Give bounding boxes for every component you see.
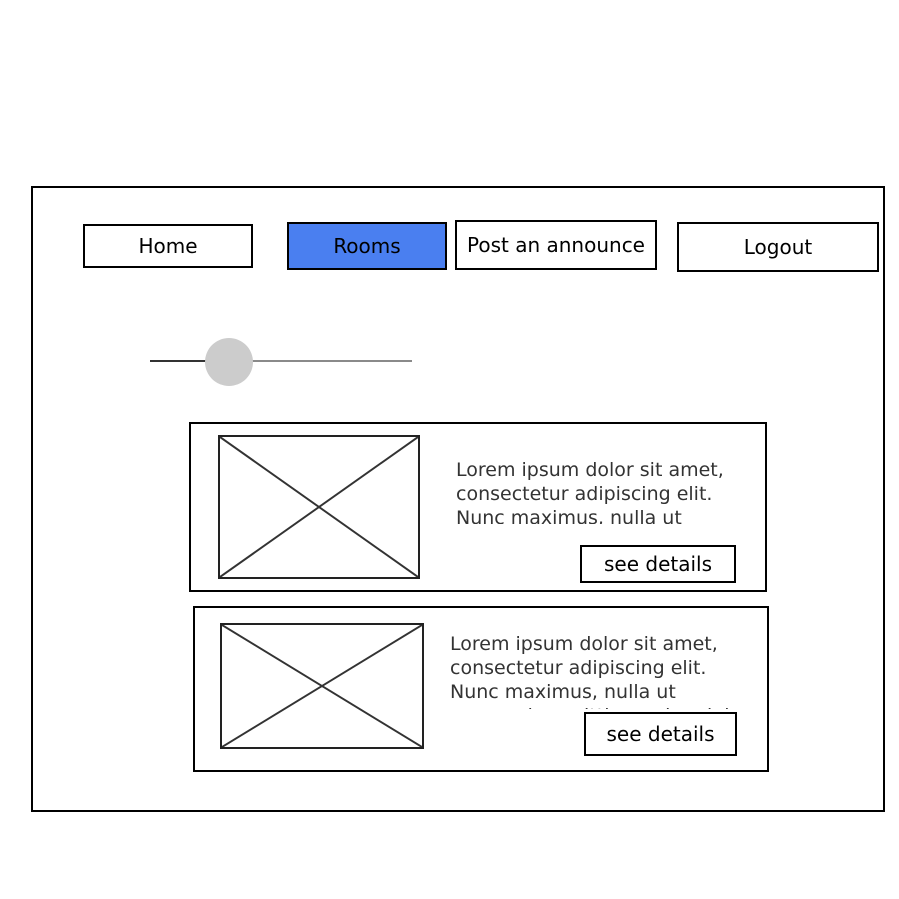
see-details-button[interactable]: see details	[584, 712, 737, 756]
nav-rooms-button[interactable]: Rooms	[287, 222, 447, 270]
slider-fill	[150, 360, 229, 362]
nav-post-announce-button[interactable]: Post an announce	[455, 220, 657, 270]
slider-track[interactable]	[150, 360, 412, 362]
listing-image-placeholder-icon	[218, 435, 420, 579]
see-details-button[interactable]: see details	[580, 545, 736, 583]
listing-image-placeholder-icon	[220, 623, 424, 749]
listing-description: Lorem ipsum dolor sit amet, consectetur …	[450, 633, 730, 709]
nav-logout-button[interactable]: Logout	[677, 222, 879, 272]
nav-home-button[interactable]: Home	[83, 224, 253, 268]
price-slider[interactable]	[150, 337, 412, 387]
listing-card-2: Lorem ipsum dolor sit amet, consectetur …	[193, 606, 769, 772]
listing-description: Lorem ipsum dolor sit amet, consectetur …	[456, 459, 724, 524]
slider-thumb[interactable]	[205, 338, 253, 386]
listing-card-1: Lorem ipsum dolor sit amet, consectetur …	[189, 422, 767, 592]
